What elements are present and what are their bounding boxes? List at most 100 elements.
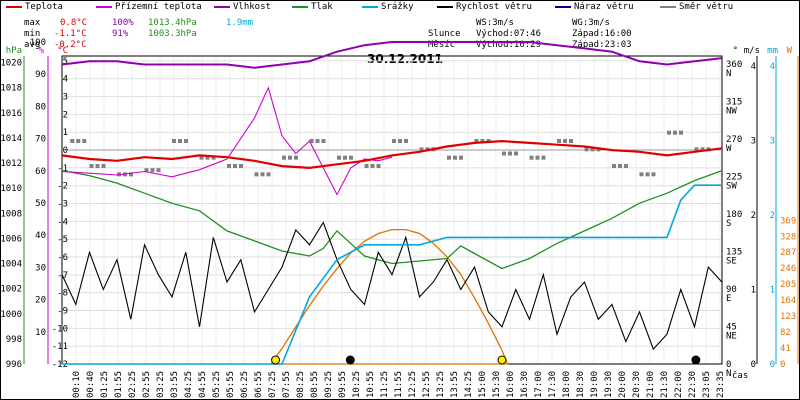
direction-dot [590,147,595,152]
direction-dot [557,139,561,143]
direction-dot [76,139,81,143]
humidity-tick: 50 [35,199,46,209]
pressure-tick: 1018 [0,84,22,94]
legend-humidity: Vlhkost [214,2,271,12]
direction-dot [211,155,216,160]
humidity-unit: % [39,46,45,56]
x-tick-label: 10:55 [366,371,376,398]
x-tick-label: 02:55 [142,371,152,398]
direction-tick: SW [726,182,737,192]
direction-dot [624,164,628,168]
direction-dot [398,139,402,143]
x-tick-label: 20:00 [618,371,628,398]
sunset-marker [497,355,507,365]
x-tick-label: 02:25 [128,371,138,398]
temp-tick: -3 [57,200,68,210]
x-tick-label: 03:25 [156,371,166,398]
temperature-line [61,139,723,170]
legend-rain: Srážky [362,2,414,12]
x-tick-label: 05:55 [226,371,236,398]
moon-set: Západ:23:03 [572,40,632,50]
x-tick-label: 17:30 [548,371,558,398]
direction-dot [569,139,573,143]
humidity-tick: 80 [35,102,46,112]
direction-dot [254,172,259,177]
temp-tick: -1 [57,164,68,174]
wind-speed-line [61,221,723,351]
solar-unit: W [787,46,793,56]
direction-dot [144,168,149,173]
direction-tick: N [726,69,731,79]
solar-tick: 164 [780,296,796,306]
wind-tick: 4 [751,62,756,72]
direction-dot [95,164,100,168]
direction-dot [667,130,671,135]
temp-tick: -9 [57,307,68,317]
x-tick-label: 18:30 [576,371,586,398]
direction-dot [639,172,644,177]
humidity-tick: 100 [30,38,46,48]
direction-tick: 315 [726,98,742,108]
ground-temp-line [61,86,393,196]
temp-tick: -10 [52,324,68,334]
direction-dot [514,151,518,156]
direction-dot [337,155,341,160]
x-tick-label: 03:55 [170,371,180,398]
x-tick-label: 13:25 [436,371,446,398]
stat-avg-temp: -0.2°C [54,40,87,50]
direction-dot [459,155,463,160]
direction-tick: 135 [726,248,742,258]
humidity-tick: 40 [35,231,46,241]
temp-tick: -8 [57,289,68,299]
humidity-tick: 70 [35,135,46,145]
solar-tick: 0 [780,360,785,370]
temp-tick: 2 [63,110,68,120]
direction-dot [673,130,677,135]
direction-tick: NW [726,107,737,117]
x-tick-label: 16:30 [520,371,530,398]
pressure-tick: 1020 [0,59,22,69]
x-tick-label: 16:00 [506,371,516,398]
wind-tick: 1 [751,286,756,296]
rain-tick: 0 [770,360,775,370]
direction-tick: SE [726,257,737,267]
solar-tick: 123 [780,312,796,322]
x-tick-label: 01:55 [114,371,124,398]
temp-tick: -5 [57,235,68,245]
x-tick-label: 23:05 [702,371,712,398]
direction-dot [502,151,506,156]
direction-dot [618,164,622,168]
direction-dot [129,172,133,177]
solar-tick: 82 [780,328,791,338]
legend-pressure: Tlak [292,2,333,12]
direction-dot [156,168,161,173]
direction-dot [266,172,271,177]
humidity-tick: 30 [35,263,46,273]
legend-gust: Náraz větru [555,2,634,12]
x-tick-label: 05:25 [212,371,222,398]
x-tick-label: 06:25 [240,371,250,398]
legend-direction: Směr větru [660,2,733,12]
direction-dot [70,139,75,143]
direction-dot [343,155,347,160]
temp-tick: 1 [63,128,68,138]
x-tick-label: 21:30 [660,371,670,398]
direction-dot [447,155,451,160]
direction-dot [82,139,87,143]
sun-rise: Východ:07:46 [476,29,542,39]
wind-tick: 2 [751,211,756,221]
direction-dot [584,147,589,152]
legend-ground-temp: Přízemní teplota [96,2,202,12]
direction-dot [529,155,534,160]
moonset-marker [691,355,701,365]
solar-tick: 369 [780,216,796,226]
stat-max-hum: 100% [112,18,134,28]
moon-rise: Východ:10:29 [476,40,542,50]
x-tick-label: 04:55 [198,371,208,398]
x-tick-label: 09:25 [324,371,334,398]
temp-tick: -11 [52,342,68,352]
pressure-tick: 996 [6,360,22,370]
direction-tick: 180 [726,210,742,220]
temp-tick: -4 [57,217,68,227]
direction-dot [101,164,106,168]
